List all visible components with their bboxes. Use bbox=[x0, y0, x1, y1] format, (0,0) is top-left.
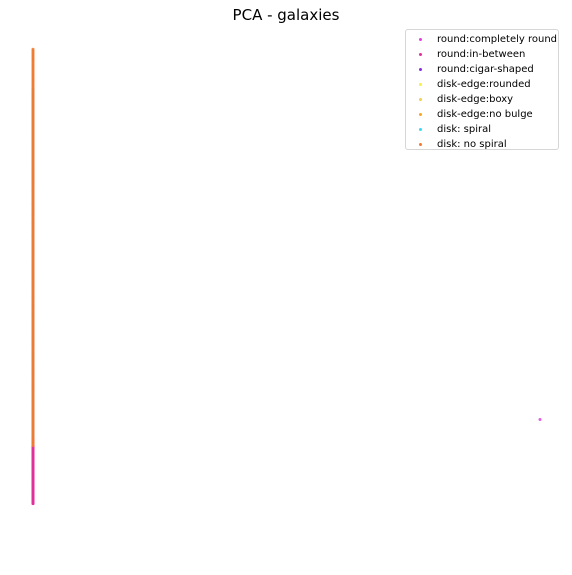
legend-item: round:cigar-shaped bbox=[406, 62, 558, 77]
legend-label: round:in-between bbox=[437, 49, 526, 60]
chart-title: PCA - galaxies bbox=[233, 6, 340, 24]
legend-marker bbox=[419, 68, 422, 71]
legend-item: disk: no spiral bbox=[406, 137, 558, 152]
legend: round:completely round round:in-between ro… bbox=[405, 29, 559, 150]
legend-label: round:completely round bbox=[437, 34, 558, 45]
legend-marker bbox=[419, 128, 422, 131]
legend-marker bbox=[419, 113, 422, 116]
legend-marker bbox=[419, 143, 422, 146]
legend-marker bbox=[419, 83, 422, 86]
scatter-point bbox=[31, 47, 35, 51]
points-layer bbox=[31, 47, 542, 506]
legend-item: disk-edge:rounded bbox=[406, 77, 558, 92]
legend-item: disk-edge:no bulge bbox=[406, 107, 558, 122]
legend-marker bbox=[419, 53, 422, 56]
scatter-point bbox=[538, 418, 542, 422]
legend-marker bbox=[419, 98, 422, 101]
legend-item: round:completely round bbox=[406, 32, 558, 47]
legend-label: disk: spiral bbox=[437, 124, 492, 135]
legend-item: disk-edge:boxy bbox=[406, 92, 558, 107]
legend-item: disk: spiral bbox=[406, 122, 558, 137]
legend-label: disk-edge:no bulge bbox=[437, 109, 533, 120]
legend-item: round:in-between bbox=[406, 47, 558, 62]
legend-label: round:cigar-shaped bbox=[437, 64, 534, 75]
legend-marker bbox=[419, 38, 422, 41]
legend-label: disk-edge:boxy bbox=[437, 94, 514, 105]
legend-label: disk: no spiral bbox=[437, 139, 507, 150]
legend-label: disk-edge:rounded bbox=[437, 79, 531, 90]
